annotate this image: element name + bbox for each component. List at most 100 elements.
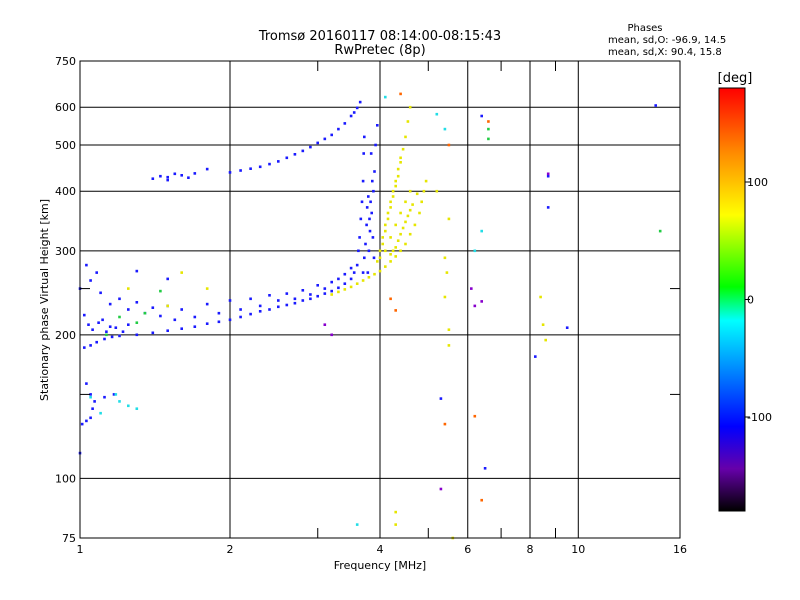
data-point <box>83 346 86 349</box>
data-point <box>205 322 209 325</box>
data-point <box>371 179 374 183</box>
data-point <box>378 249 382 253</box>
data-point <box>413 223 417 227</box>
data-point <box>355 106 359 110</box>
data-point <box>159 174 162 178</box>
data-point <box>394 223 397 227</box>
x-axis-ticks: 1 2 4 6 8 10 16 <box>77 61 687 556</box>
data-point <box>418 211 421 215</box>
data-point <box>439 397 443 400</box>
colorbar-tick-label: 100 <box>747 176 768 189</box>
data-points <box>78 92 662 540</box>
data-point <box>447 217 451 221</box>
data-point <box>399 156 402 160</box>
data-point <box>408 189 412 193</box>
data-point <box>539 295 542 299</box>
data-point <box>415 192 419 196</box>
data-point <box>369 152 373 155</box>
phases-x-line: mean, sd,X: 90.4, 15.8 <box>608 47 722 58</box>
data-point <box>285 303 289 307</box>
colorbar-tick-label: -100 <box>747 411 772 424</box>
x-tick-label: 8 <box>527 543 534 556</box>
x-tick-label: 6 <box>464 543 471 556</box>
data-point <box>389 200 392 204</box>
data-point <box>358 100 362 104</box>
colorbar-label: [deg] <box>718 71 753 86</box>
data-point <box>93 400 96 403</box>
data-point <box>205 302 209 306</box>
data-point <box>277 299 280 302</box>
data-point <box>323 323 327 326</box>
data-point <box>285 292 289 295</box>
data-point <box>361 271 365 274</box>
data-point <box>330 280 333 284</box>
data-point <box>166 304 169 308</box>
data-point <box>103 395 106 399</box>
data-point <box>268 294 271 297</box>
data-point <box>187 176 190 179</box>
data-point <box>337 286 340 290</box>
data-point <box>349 277 353 281</box>
y-tick-label: 750 <box>55 55 76 68</box>
data-point <box>389 236 392 239</box>
data-point <box>404 200 407 204</box>
data-point <box>228 299 232 302</box>
data-point <box>166 329 169 332</box>
data-point <box>249 297 252 301</box>
data-point <box>361 179 365 183</box>
data-point <box>480 498 483 502</box>
data-point <box>118 315 121 319</box>
data-point <box>316 284 319 287</box>
data-point <box>378 256 382 260</box>
data-point <box>239 308 242 311</box>
data-point <box>89 395 92 399</box>
data-point <box>435 189 439 193</box>
data-point <box>357 249 360 253</box>
data-point <box>368 217 371 221</box>
data-point <box>118 334 121 338</box>
data-point <box>394 309 397 312</box>
data-point <box>108 302 112 306</box>
data-point <box>135 321 139 324</box>
data-point <box>355 523 359 526</box>
data-point <box>97 321 100 324</box>
data-point <box>330 293 333 296</box>
data-point <box>404 135 407 139</box>
data-point <box>470 287 473 290</box>
data-point <box>180 174 183 177</box>
data-point <box>546 172 550 176</box>
data-point <box>411 203 414 206</box>
data-point <box>337 277 340 281</box>
y-tick-label: 75 <box>62 532 76 545</box>
data-point <box>205 167 209 171</box>
data-point <box>80 422 84 426</box>
data-point <box>323 287 327 290</box>
data-point <box>435 112 439 116</box>
x-axis-label: Frequency [MHz] <box>334 559 426 572</box>
data-point <box>173 318 177 322</box>
data-point <box>386 211 390 215</box>
data-point <box>114 393 118 396</box>
data-point <box>399 161 402 164</box>
data-point <box>105 330 108 333</box>
data-point <box>406 120 410 123</box>
data-point <box>180 308 183 311</box>
data-point <box>445 271 449 274</box>
data-point <box>352 111 356 114</box>
data-point <box>473 414 477 418</box>
data-point <box>363 256 366 260</box>
data-point <box>401 226 405 230</box>
data-point <box>258 304 262 308</box>
data-point <box>151 331 155 335</box>
data-point <box>487 127 490 131</box>
data-point <box>369 200 372 204</box>
data-point <box>394 255 397 258</box>
data-point <box>110 335 114 339</box>
data-point <box>309 297 312 301</box>
data-point <box>399 211 402 215</box>
data-point <box>285 156 289 160</box>
data-point <box>330 289 333 293</box>
data-point <box>406 214 410 218</box>
y-tick-label: 100 <box>55 472 76 485</box>
data-point <box>127 287 130 290</box>
